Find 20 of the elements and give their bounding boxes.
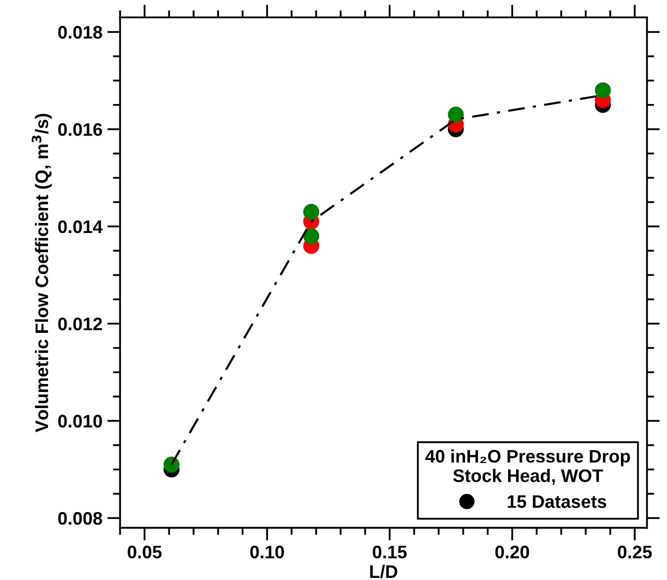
y-tick-label: 0.016 — [58, 123, 102, 136]
legend-label: 15 Datasets — [508, 495, 606, 508]
point — [303, 228, 320, 244]
y-tick-label: 0.014 — [58, 220, 103, 234]
point — [303, 204, 320, 220]
point — [164, 456, 180, 473]
y-axis-title: Volumetric Flow Coefficient (Q, m$^{3}$/s) — [32, 114, 52, 432]
y-tick-label: 0.012 — [58, 318, 102, 330]
legend-title: 40 inH₂O Pressure Drop Stock Head, WOT — [425, 449, 630, 485]
x-tick-label: 0.05 — [128, 546, 162, 558]
y-tick-label: 0.010 — [58, 414, 102, 428]
x-tick-label: 0.20 — [495, 546, 530, 558]
x-axis-title: L/D — [370, 564, 398, 578]
x-tick-label: 0.15 — [372, 546, 407, 558]
x-tick-label: 0.10 — [250, 546, 284, 558]
point — [594, 82, 611, 98]
x-tick-label: 0.25 — [618, 546, 652, 558]
point — [448, 106, 464, 123]
y-tick-label: 0.018 — [58, 26, 102, 39]
y-tick-label: 0.008 — [58, 512, 102, 525]
